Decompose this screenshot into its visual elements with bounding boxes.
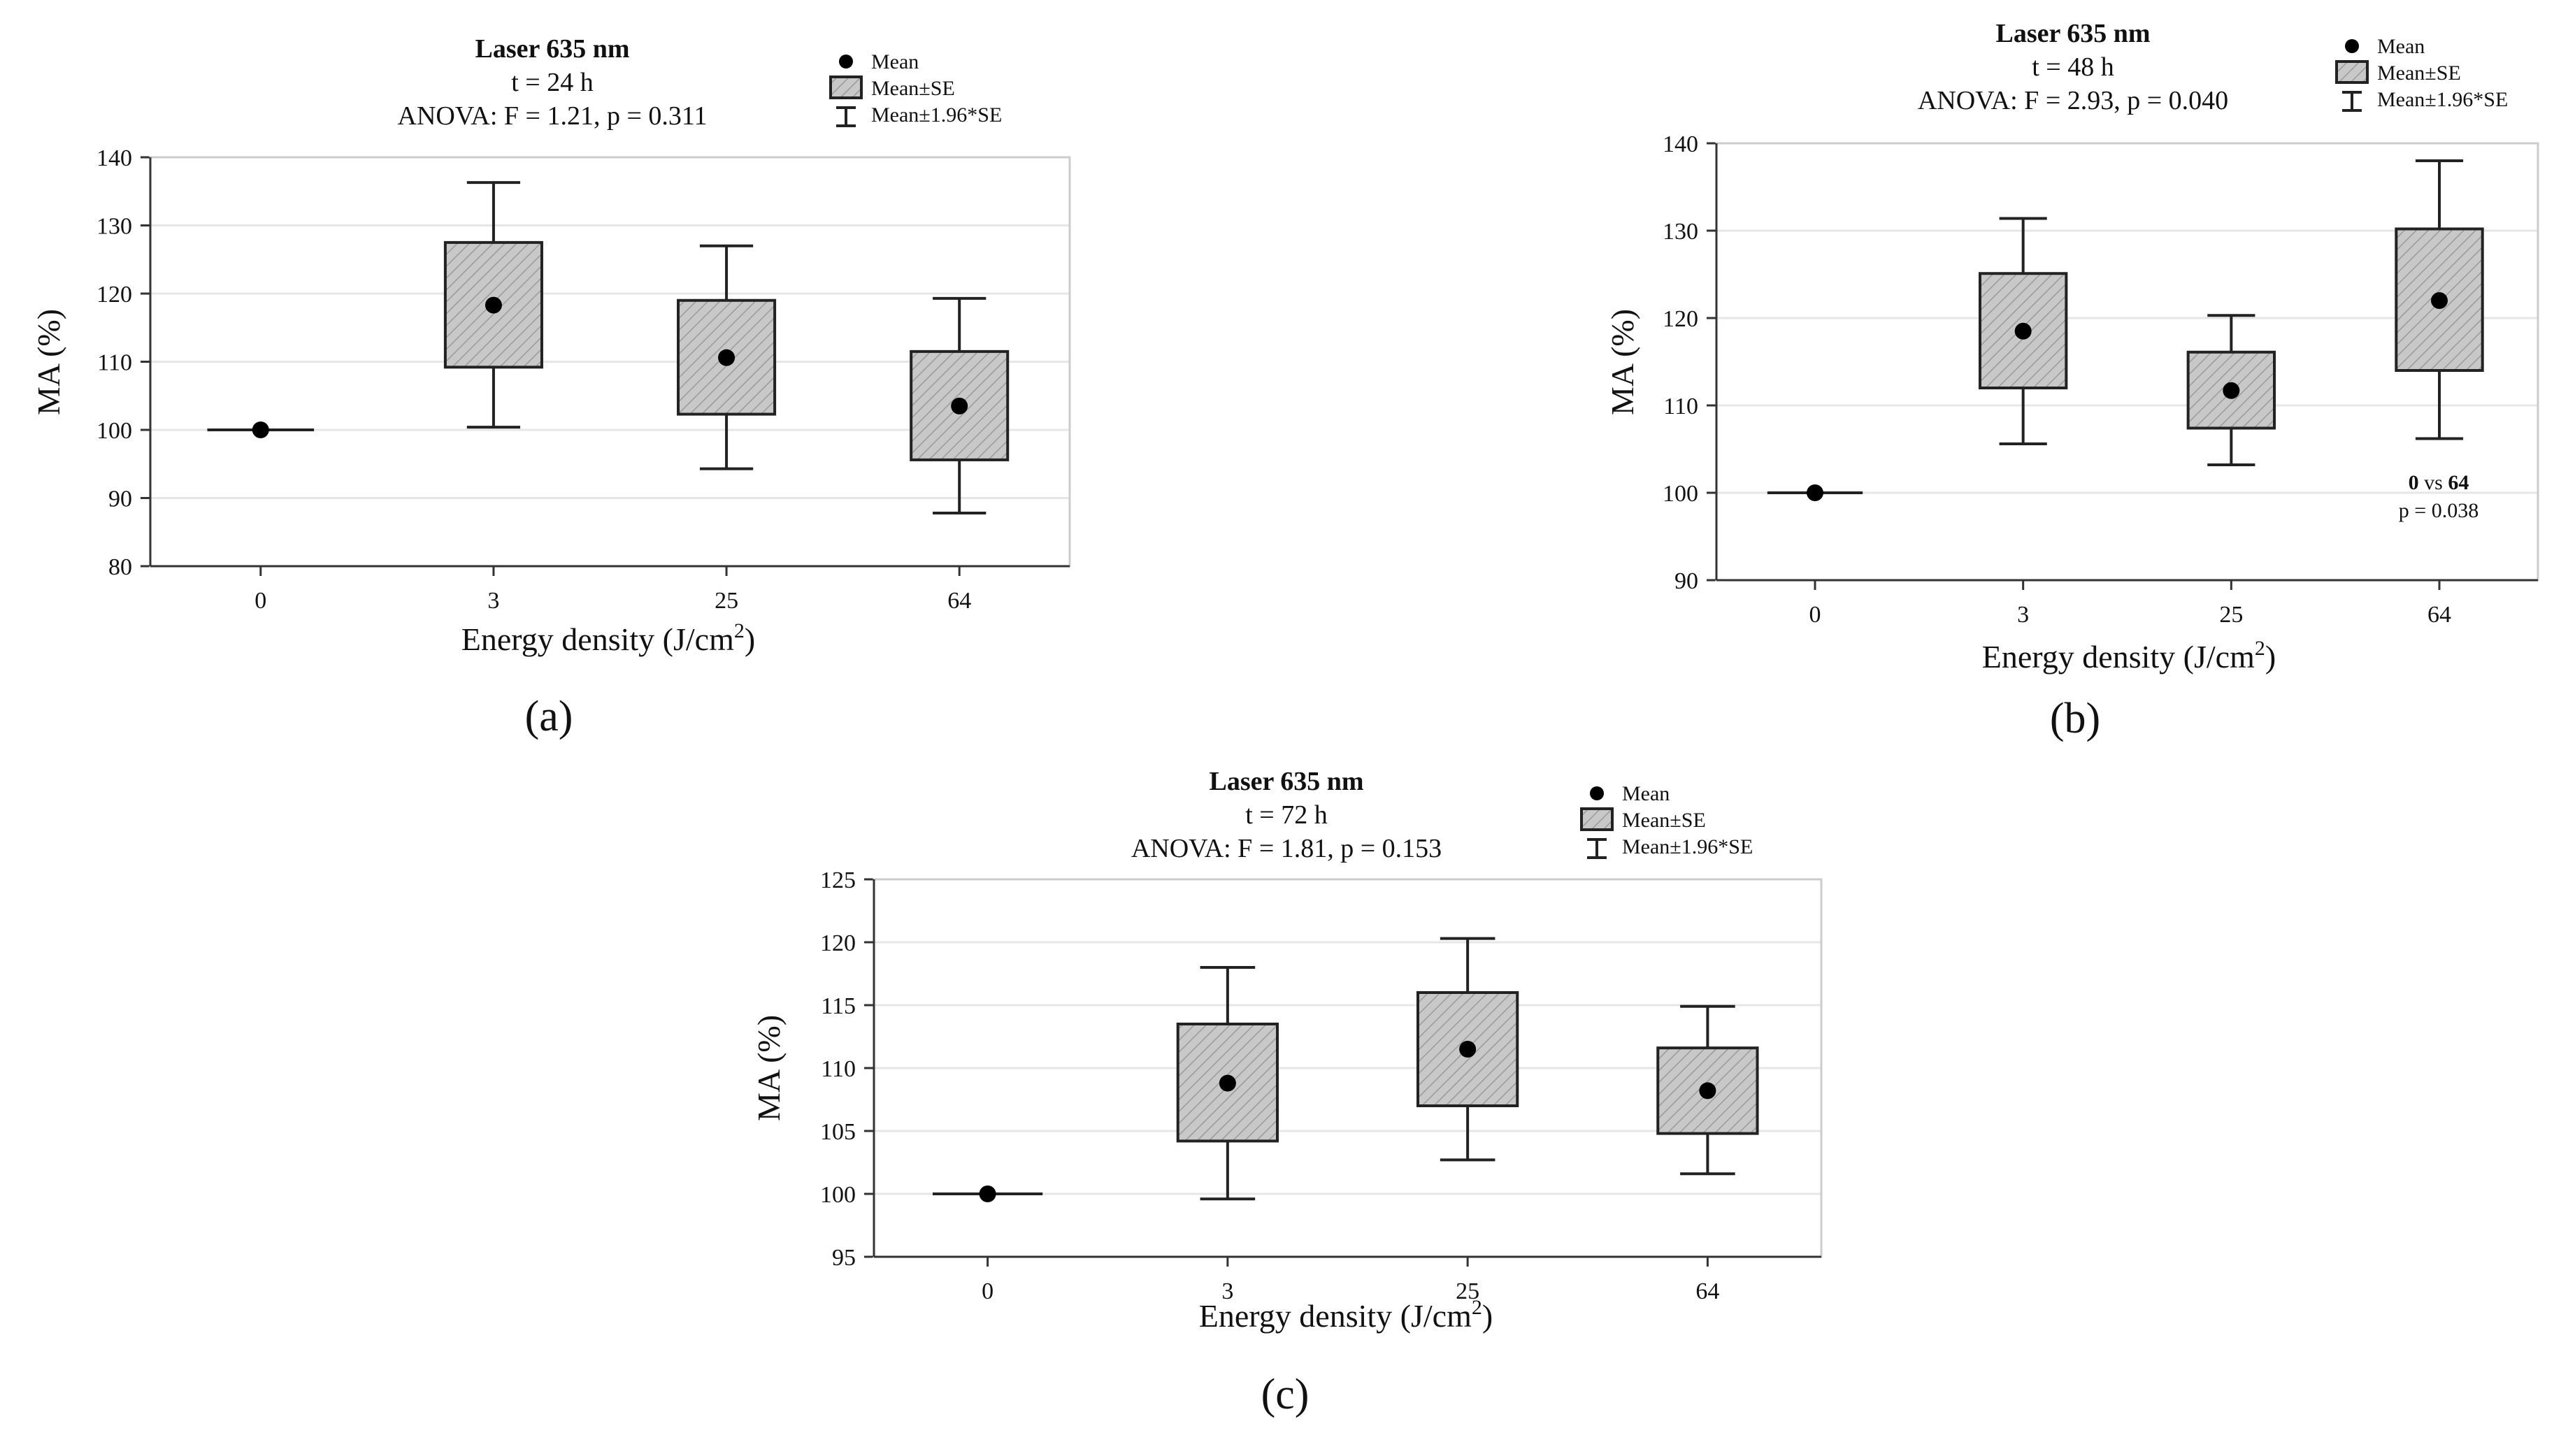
significance-p-value: p = 0.038: [2399, 499, 2479, 522]
x-tick-label: 3: [1221, 1278, 1233, 1304]
legend-ci-label: Mean±1.96*SE: [2377, 88, 2508, 111]
x-tick-label: 25: [715, 588, 738, 614]
y-tick-label: 80: [108, 554, 132, 580]
mean-point: [1219, 1074, 1236, 1092]
y-tick-label: 120: [820, 930, 856, 956]
x-tick-label: 0: [982, 1278, 994, 1304]
panel-a: 80 90 100 110 120 130 140 0 3 25 64 Laser 635 nm t =…: [31, 34, 1071, 740]
legend-mean-label: Mean: [1622, 782, 1670, 805]
legend-mean-label: Mean: [871, 50, 919, 73]
chart-title: Laser 635 nm: [1996, 19, 2151, 48]
x-tick-label: 0: [254, 588, 266, 614]
legend-ci-label: Mean±1.96*SE: [871, 103, 1002, 127]
y-tick-label: 130: [1663, 219, 1698, 245]
anova-result: ANOVA: F = 2.93, p = 0.040: [1918, 86, 2228, 115]
legend: Mean Mean±SE Mean±1.96*SE: [1580, 782, 1753, 859]
mean-point: [979, 1185, 996, 1202]
legend-se-label: Mean±SE: [1622, 809, 1706, 832]
y-axis-label: MA (%): [1605, 309, 1640, 415]
legend-se-marker: [1580, 807, 1614, 831]
legend: Mean Mean±SE Mean±1.96*SE: [829, 50, 1002, 127]
legend-mean-label: Mean: [2377, 35, 2425, 58]
mean-point: [252, 421, 269, 438]
x-tick-label: 3: [487, 588, 499, 614]
legend-mean-marker: [2345, 39, 2359, 53]
y-tick-label: 90: [1674, 568, 1698, 594]
legend-se-marker: [2335, 60, 2369, 84]
significance-annotation: 0 vs 64: [2409, 471, 2469, 494]
y-tick-label: 120: [1663, 306, 1698, 332]
y-tick-label: 105: [820, 1119, 856, 1145]
legend-mean-marker: [839, 55, 853, 69]
x-tick-label: 3: [2017, 602, 2029, 628]
panel-label: (c): [1261, 1371, 1310, 1418]
x-axis-label: Energy density (J/cm2): [1982, 637, 2276, 675]
mean-point: [718, 349, 736, 366]
chart-title: Laser 635 nm: [475, 34, 630, 64]
mean-point: [2223, 382, 2240, 399]
x-tick-label: 0: [1809, 602, 1821, 628]
chart-subtitle: t = 48 h: [2032, 52, 2114, 82]
x-tick-label: 25: [2219, 602, 2243, 628]
anova-result: ANOVA: F = 1.81, p = 0.153: [1131, 834, 1442, 863]
y-tick-label: 120: [96, 282, 132, 308]
chart-subtitle: t = 24 h: [511, 68, 594, 97]
legend-se-label: Mean±SE: [2377, 62, 2461, 85]
y-tick-label: 140: [96, 145, 132, 171]
x-axis-label: Energy density (J/cm2): [1199, 1296, 1493, 1334]
y-tick-label: 140: [1663, 131, 1698, 157]
x-tick-label: 64: [2427, 602, 2451, 628]
x-tick-label: 25: [1456, 1278, 1479, 1304]
mean-point: [1699, 1082, 1716, 1100]
y-tick-label: 115: [821, 993, 856, 1019]
x-tick-label: 64: [1695, 1278, 1719, 1304]
legend: Mean Mean±SE Mean±1.96*SE: [2335, 35, 2508, 112]
y-tick-label: 90: [108, 486, 132, 512]
mean-point: [951, 397, 968, 415]
chart-subtitle: t = 72 h: [1245, 800, 1328, 830]
y-tick-label: 130: [96, 214, 132, 240]
legend-se-marker: [829, 75, 863, 99]
y-tick-label: 100: [96, 418, 132, 444]
mean-point: [485, 296, 502, 314]
panel-b: 90 100 110 120 130 140 0 3 25 64 Laser 635 nm t = 4…: [1605, 19, 2539, 742]
legend-ci-label: Mean±1.96*SE: [1622, 835, 1753, 858]
y-axis-label: MA (%): [31, 309, 66, 415]
x-tick-label: 64: [947, 588, 971, 614]
panel-c: 95 100 105 110 115 120 125 0 3 25 64 Laser 635 nm t …: [751, 767, 1823, 1418]
y-tick-label: 110: [821, 1056, 856, 1082]
se-box: [910, 349, 1010, 461]
legend-mean-marker: [1590, 786, 1604, 800]
y-tick-label: 100: [1663, 481, 1698, 507]
mean-point: [2014, 322, 2032, 340]
y-tick-label: 100: [820, 1182, 856, 1208]
y-tick-label: 110: [97, 350, 132, 376]
x-axis-label: Energy density (J/cm2): [461, 619, 755, 657]
panel-label: (a): [525, 693, 573, 740]
mean-point: [2431, 292, 2448, 309]
y-tick-label: 95: [832, 1245, 856, 1271]
se-box: [677, 298, 777, 416]
y-tick-label: 125: [820, 867, 856, 893]
panel-label: (b): [2050, 695, 2100, 742]
y-tick-label: 110: [1663, 394, 1698, 419]
anova-result: ANOVA: F = 1.21, p = 0.311: [398, 101, 708, 131]
legend-se-label: Mean±SE: [871, 77, 955, 100]
mean-point: [1807, 484, 1823, 501]
chart-title: Laser 635 nm: [1210, 767, 1364, 796]
mean-point: [1459, 1041, 1477, 1058]
y-axis-label: MA (%): [751, 1015, 787, 1121]
